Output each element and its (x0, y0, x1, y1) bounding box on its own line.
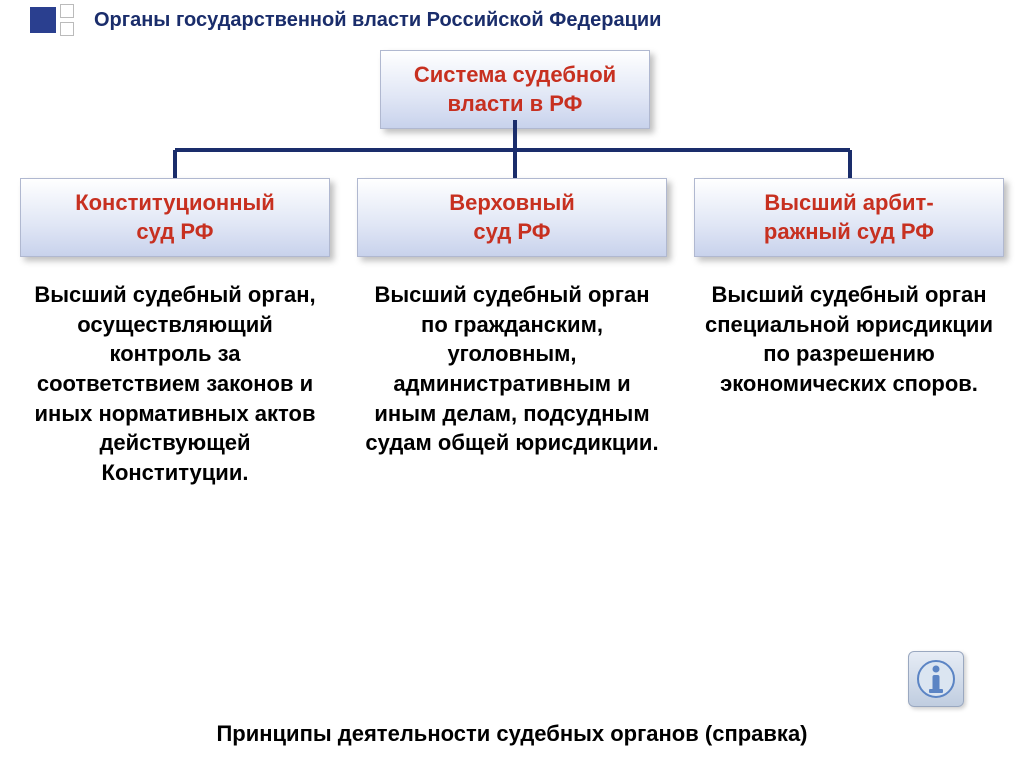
desc-arbitration: Высший судебный орган специальной юрисди… (694, 270, 1004, 498)
child-1-line1: Верховный (449, 190, 575, 215)
children-row: Конституционный суд РФ Верховный суд РФ … (0, 178, 1024, 257)
logo-square-big (30, 7, 56, 33)
child-box-constitutional: Конституционный суд РФ (20, 178, 330, 257)
footer-caption: Принципы деятельности судебных органов (… (0, 721, 1024, 747)
child-1-line2: суд РФ (473, 219, 550, 244)
child-box-arbitration: Высший арбит- ражный суд РФ (694, 178, 1004, 257)
root-node: Система судебной власти в РФ (380, 50, 650, 129)
child-0-line1: Конституционный (75, 190, 275, 215)
root-line2: власти в РФ (448, 91, 583, 116)
header-bar: Органы государственной власти Российской… (0, 0, 1024, 40)
child-node-arbitration: Высший арбит- ражный суд РФ (694, 178, 1004, 257)
desc-supreme: Высший судебный орган по гражданским, уг… (357, 270, 667, 498)
root-node-box: Система судебной власти в РФ (380, 50, 650, 129)
info-icon[interactable] (908, 651, 964, 707)
logo-square-small-2 (60, 22, 74, 36)
child-2-line1: Высший арбит- (764, 190, 933, 215)
child-node-supreme: Верховный суд РФ (357, 178, 667, 257)
child-0-line2: суд РФ (136, 219, 213, 244)
child-box-supreme: Верховный суд РФ (357, 178, 667, 257)
header-logo-squares (30, 4, 74, 36)
root-line1: Система судебной (414, 62, 616, 87)
page-title: Органы государственной власти Российской… (94, 9, 661, 32)
logo-square-small-1 (60, 4, 74, 18)
desc-constitutional: Высший судебный орган, осуществляющий ко… (20, 270, 330, 498)
descriptions-row: Высший судебный орган, осуществляющий ко… (0, 270, 1024, 498)
child-2-line2: ражный суд РФ (764, 219, 934, 244)
child-node-constitutional: Конституционный суд РФ (20, 178, 330, 257)
